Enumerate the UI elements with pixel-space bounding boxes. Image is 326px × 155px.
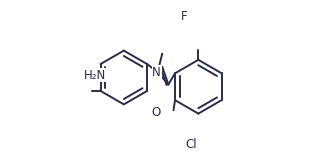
Text: O: O (152, 106, 161, 119)
Text: Cl: Cl (185, 138, 197, 151)
Text: N: N (152, 66, 161, 79)
Text: H₂N: H₂N (83, 69, 106, 82)
Text: F: F (180, 10, 187, 23)
